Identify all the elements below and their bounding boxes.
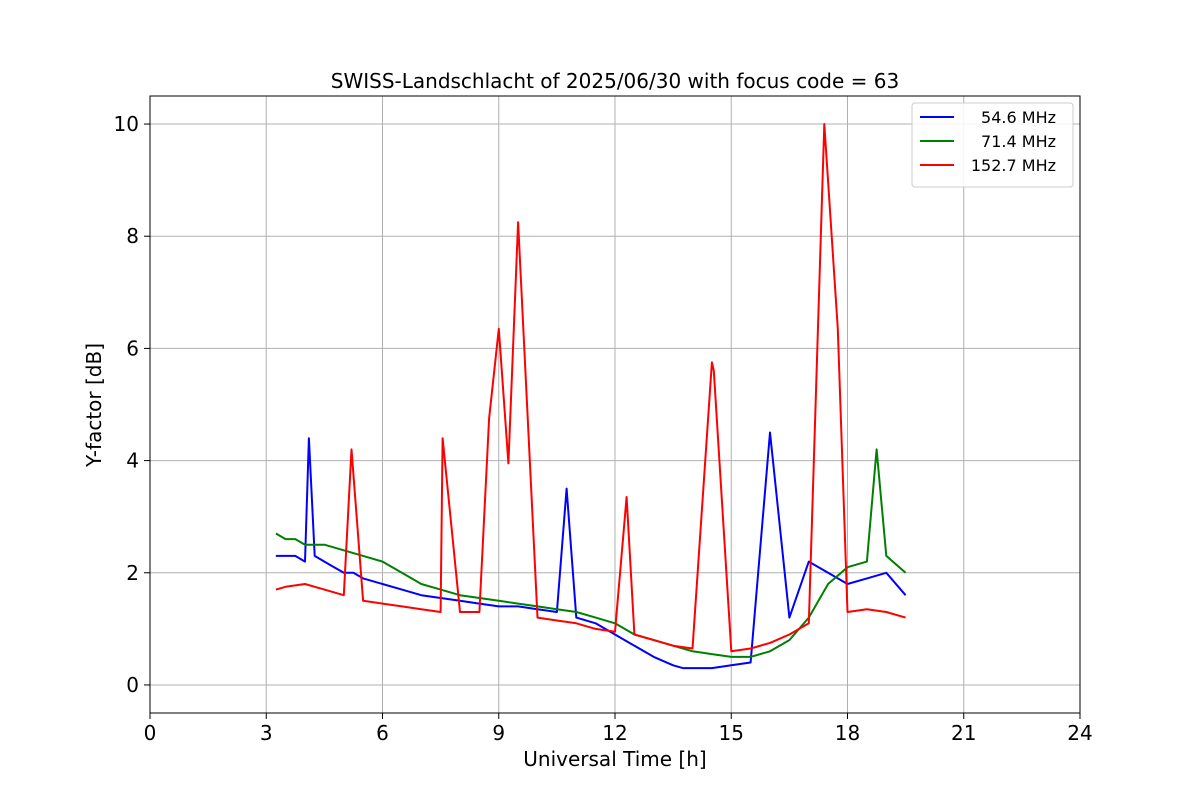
y-tick-label: 10	[114, 112, 139, 136]
legend-label: 71.4 MHz	[981, 132, 1056, 151]
x-tick-label: 6	[376, 721, 389, 745]
legend-label: 54.6 MHz	[981, 108, 1056, 127]
x-tick-label: 21	[951, 721, 976, 745]
y-tick-label: 4	[126, 449, 139, 473]
x-tick-label: 9	[492, 721, 505, 745]
legend: 54.6 MHz 71.4 MHz 152.7 MHz	[911, 102, 1074, 188]
x-tick-label: 3	[260, 721, 273, 745]
chart-title: SWISS-Landschlacht of 2025/06/30 with fo…	[331, 69, 899, 93]
legend-label: 152.7 MHz	[971, 156, 1056, 175]
series-line-2	[275, 123, 906, 653]
series-line-0	[275, 431, 907, 670]
y-axis-label: Y-factor [dB]	[82, 343, 106, 468]
y-tick-label: 2	[126, 561, 139, 585]
x-axis-label: Universal Time [h]	[523, 747, 706, 771]
series-layer	[275, 123, 907, 670]
y-tick-label: 6	[126, 336, 139, 360]
y-tick-label: 8	[126, 224, 139, 248]
x-tick-label: 0	[144, 721, 157, 745]
x-tick-label: 15	[719, 721, 744, 745]
x-tick-label: 24	[1067, 721, 1092, 745]
x-tick-label: 12	[602, 721, 627, 745]
y-tick-label: 0	[126, 673, 139, 697]
x-tick-label: 18	[835, 721, 860, 745]
